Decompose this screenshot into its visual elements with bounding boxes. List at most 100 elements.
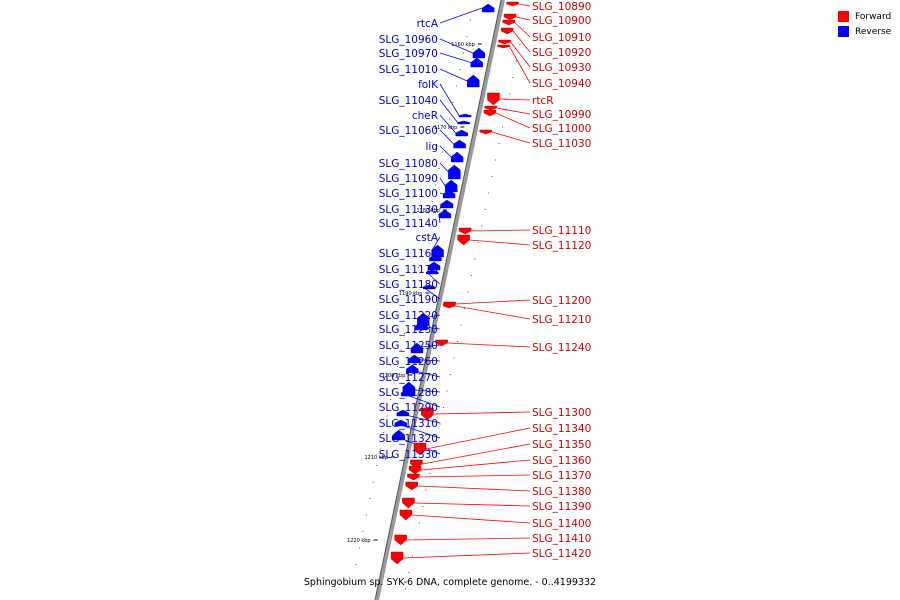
forward-leader xyxy=(518,3,531,7)
reverse-gene-label: SLG_11230 xyxy=(379,324,438,336)
reverse-leader xyxy=(439,68,468,82)
genome-caption: Sphingobium sp. SYK-6 DNA, complete geno… xyxy=(303,577,597,588)
forward-gene-feature xyxy=(503,13,517,21)
forward-leader xyxy=(499,98,531,101)
reverse-gene-feature xyxy=(406,364,419,374)
reverse-leader xyxy=(439,114,457,134)
forward-gene-label: SLG_10940 xyxy=(532,78,591,90)
reverse-gene-label: SLG_11220 xyxy=(379,310,438,322)
tick-label: 1210 kbp xyxy=(364,455,388,461)
forward-gene-label: SLG_11030 xyxy=(532,138,591,150)
reverse-gene-label: SLG_11290 xyxy=(379,402,438,414)
reverse-leader xyxy=(439,7,483,24)
forward-leader xyxy=(414,502,531,507)
forward-gene-feature xyxy=(394,534,407,546)
reverse-gene-label: SLG_11280 xyxy=(379,387,438,399)
forward-gene-feature xyxy=(413,442,427,456)
reverse-gene-feature xyxy=(450,151,464,163)
genome-backbone xyxy=(374,0,505,600)
forward-gene-feature xyxy=(497,44,510,49)
reverse-gene-label: SLG_11320 xyxy=(379,433,438,445)
reverse-leader xyxy=(439,99,458,123)
reverse-gene-label: SLG_11250 xyxy=(379,340,438,352)
reverse-gene-feature xyxy=(438,209,452,219)
reverse-gene-label: cheR xyxy=(412,110,438,122)
reverse-gene-feature xyxy=(458,113,472,118)
reverse-gene-label: rtcA xyxy=(417,18,439,30)
reverse-gene-label: SLG_11140 xyxy=(379,218,438,230)
forward-gene-label: SLG_10910 xyxy=(532,32,591,44)
legend-forward: Forward xyxy=(838,9,891,24)
tick-label: 1200 kbp xyxy=(382,373,406,379)
reverse-gene-feature xyxy=(396,409,410,417)
forward-leader xyxy=(447,342,531,348)
forward-gene-label: SLG_11200 xyxy=(532,295,591,307)
reverse-leader xyxy=(439,83,460,116)
reverse-gene-feature xyxy=(440,199,454,209)
reverse-gene-feature xyxy=(429,254,442,262)
reverse-gene-feature xyxy=(427,261,441,271)
reverse-swatch xyxy=(838,26,849,37)
reverse-leader xyxy=(439,145,452,158)
tick-label: 1160 kbp xyxy=(451,42,475,48)
forward-leader xyxy=(421,459,531,471)
forward-gene-feature xyxy=(483,109,497,117)
forward-gene-feature xyxy=(487,92,500,106)
forward-leader xyxy=(495,112,531,129)
forward-gene-label: SLG_11340 xyxy=(532,423,591,435)
forward-gene-feature xyxy=(407,473,420,481)
reverse-gene-feature xyxy=(470,57,484,68)
reverse-gene-label: SLG_11130 xyxy=(379,204,438,216)
forward-gene-feature xyxy=(435,339,448,347)
forward-gene-label: SLG_11360 xyxy=(532,455,591,467)
forward-leader xyxy=(411,514,531,524)
forward-leader xyxy=(455,305,531,320)
reverse-gene-label: SLG_10960 xyxy=(379,34,438,46)
reverse-gene-label: SLG_11160 xyxy=(379,248,438,260)
forward-gene-label: SLG_11120 xyxy=(532,240,591,252)
forward-gene-label: rtcR xyxy=(532,95,554,107)
reverse-gene-label: SLG_11100 xyxy=(379,188,438,200)
tick-label: 1170 kbp xyxy=(434,125,458,131)
forward-gene-label: SLG_11420 xyxy=(532,548,591,560)
forward-gene-label: SLG_11110 xyxy=(532,225,591,237)
reverse-gene-label: SLG_11180 xyxy=(379,279,438,291)
forward-leader xyxy=(417,485,531,492)
forward-leader xyxy=(403,552,531,559)
gene-labels: rtcA SLG_10960 SLG_10970 SLG_11010 folK SLG_1… xyxy=(379,1,592,560)
forward-gene-feature xyxy=(442,303,456,309)
legend: Forward Reverse xyxy=(838,9,891,39)
reverse-leader xyxy=(439,177,446,187)
forward-gene-label: SLG_11400 xyxy=(532,518,591,530)
reverse-gene-feature xyxy=(400,389,414,397)
forward-gene-feature xyxy=(457,234,470,246)
reverse-gene-label: lig xyxy=(426,141,439,153)
reverse-leader xyxy=(439,38,474,54)
reverse-gene-feature xyxy=(394,419,407,427)
forward-gene-label: SLG_10930 xyxy=(532,62,591,74)
legend-forward-label: Forward xyxy=(855,11,892,22)
tick-label: 1180 kbp xyxy=(416,208,440,214)
forward-leader xyxy=(509,46,531,84)
forward-gene-label: SLG_10890 xyxy=(532,1,591,13)
forward-swatch xyxy=(838,11,849,22)
reverse-gene-label: folK xyxy=(418,79,439,91)
reverse-leader xyxy=(439,192,444,195)
reverse-gene-label: SLG_11330 xyxy=(379,449,438,461)
reverse-gene-feature xyxy=(448,164,461,180)
reverse-gene-feature xyxy=(392,429,405,441)
forward-gene-label: SLG_11350 xyxy=(532,439,591,451)
reverse-leader xyxy=(439,52,471,63)
forward-leader xyxy=(510,41,531,68)
reverse-gene-feature xyxy=(431,244,444,258)
forward-gene-label: SLG_11390 xyxy=(532,501,591,513)
forward-gene-feature xyxy=(500,27,514,35)
forward-leader xyxy=(471,229,531,232)
forward-gene-feature xyxy=(390,551,404,565)
reverse-gene-feature xyxy=(445,179,458,193)
reverse-leader xyxy=(439,129,454,145)
tick-label: 1220 kbp xyxy=(347,538,371,544)
forward-gene-label: SLG_10900 xyxy=(532,15,591,27)
reverse-gene-feature xyxy=(457,120,470,125)
